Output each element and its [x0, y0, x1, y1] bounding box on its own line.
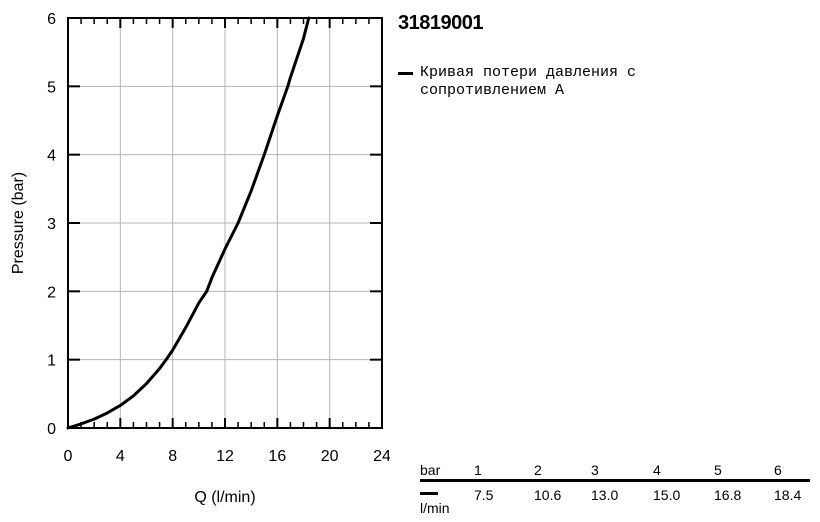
series-line — [66, 16, 311, 430]
x-tick-label-1: 4 — [116, 448, 125, 465]
table-flow-2: 10.6 — [534, 487, 562, 503]
x-tick-label-5: 20 — [321, 448, 339, 465]
y-axis-title: Pressure (bar) — [10, 172, 27, 274]
table-row-label-lmin: l/min — [420, 500, 450, 516]
x-tick-label-4: 16 — [268, 448, 286, 465]
table-pressure-6: 6 — [774, 462, 782, 478]
table-series-swatch — [420, 492, 438, 495]
table-pressure-4: 4 — [653, 462, 661, 478]
x-tick-labels: 0 4 8 12 16 20 24 — [64, 448, 390, 465]
table-pressure-5: 5 — [714, 462, 722, 478]
x-axis-title: Q (l/min) — [194, 489, 255, 506]
product-code: 31819001 — [398, 12, 483, 34]
flow-table: bar l/min 1 2 3 4 5 6 7.5 10.6 13.0 15.0… — [420, 462, 812, 518]
y-tick-label-5: 5 — [47, 79, 56, 96]
x-tick-label-2: 8 — [168, 448, 177, 465]
plot-frame — [67, 17, 383, 429]
x-tick-label-3: 12 — [216, 448, 234, 465]
y-tick-label-1: 1 — [47, 353, 56, 370]
legend-swatch — [398, 72, 413, 75]
table-flow-4: 15.0 — [653, 487, 681, 503]
y-tick-label-2: 2 — [47, 284, 56, 301]
table-row-label-bar: bar — [420, 462, 441, 478]
table-flow-5: 16.8 — [714, 487, 742, 503]
y-tick-label-3: 3 — [47, 216, 56, 233]
table-flow-6: 18.4 — [774, 487, 802, 503]
table-divider — [420, 479, 810, 482]
table-flow-3: 13.0 — [591, 487, 619, 503]
y-tick-label-4: 4 — [47, 148, 56, 165]
y-tick-label-6: 6 — [47, 11, 56, 28]
table-flow-1: 7.5 — [474, 487, 494, 503]
table-pressure-3: 3 — [591, 462, 599, 478]
y-tick-labels: 0 1 2 3 4 5 6 — [47, 11, 56, 438]
x-tick-label-6: 24 — [373, 448, 390, 465]
table-pressure-2: 2 — [534, 462, 542, 478]
table-pressure-1: 1 — [474, 462, 482, 478]
legend-entry-label: Кривая потери давления с сопротивлением … — [420, 64, 637, 99]
x-tick-label-0: 0 — [64, 448, 73, 465]
grid-lines — [68, 18, 382, 428]
y-tick-label-0: 0 — [47, 421, 56, 438]
